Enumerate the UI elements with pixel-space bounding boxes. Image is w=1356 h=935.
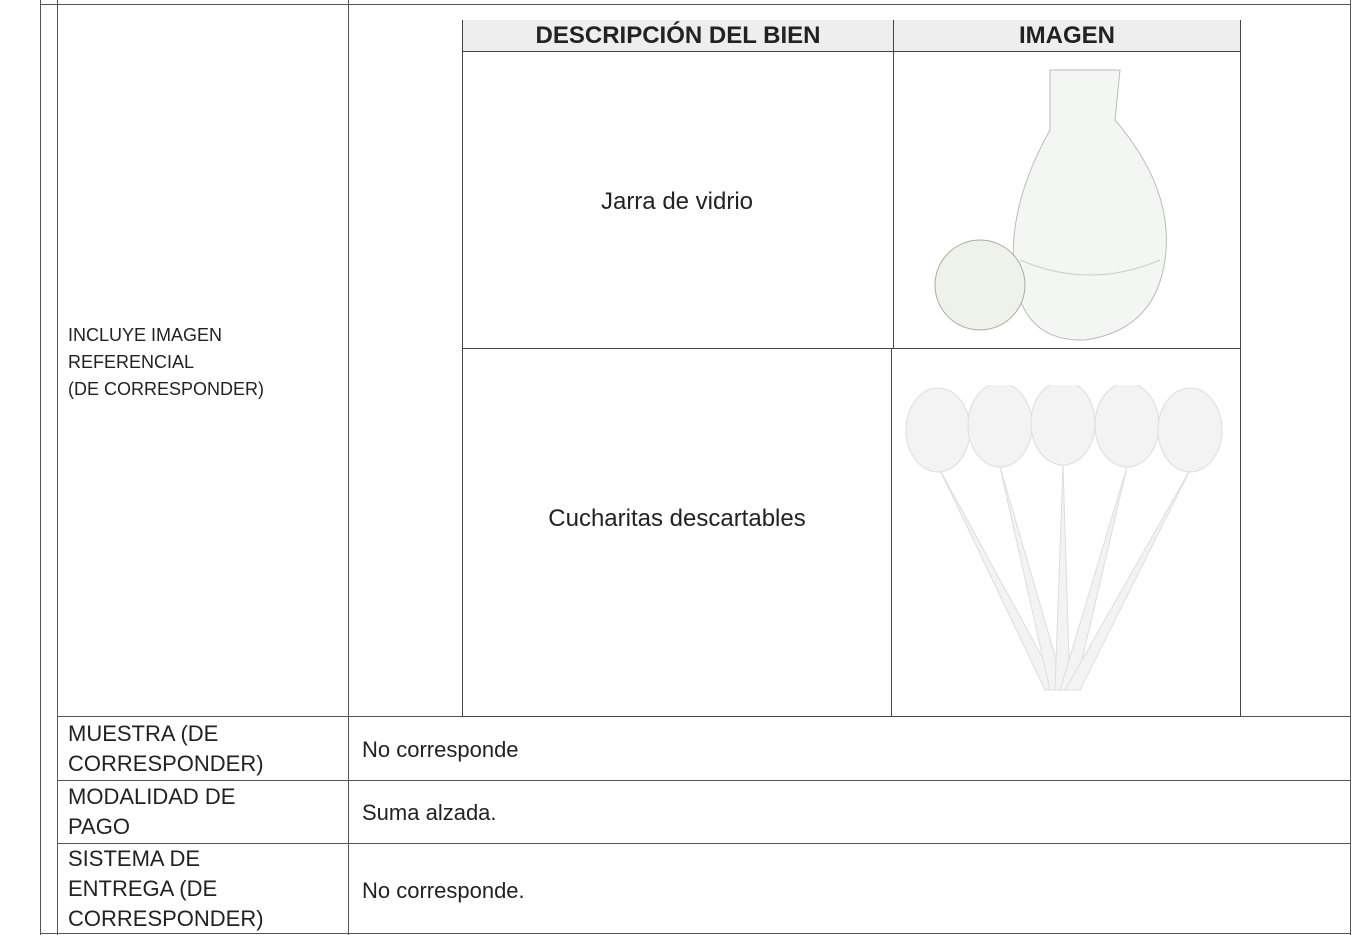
border xyxy=(462,348,1241,349)
border xyxy=(348,0,349,935)
border xyxy=(57,780,1351,781)
row-value: No corresponde. xyxy=(362,878,525,903)
item-description: Cucharitas descartables xyxy=(548,505,806,532)
border xyxy=(40,4,1351,5)
border xyxy=(40,933,1351,934)
row-label: SISTEMA DE ENTREGA (DE CORRESPONDER) xyxy=(68,846,264,931)
row-value: No corresponde xyxy=(362,737,519,762)
label-line: (DE CORRESPONDER) xyxy=(68,379,265,399)
row-label: INCLUYE IMAGEN REFERENCIAL (DE CORRESPON… xyxy=(68,322,264,403)
header-cell: DESCRIPCIÓN DEL BIEN xyxy=(463,20,894,52)
row-value: Suma alzada. xyxy=(362,800,497,825)
border xyxy=(893,52,894,348)
label-line: REFERENCIAL xyxy=(68,352,195,372)
border xyxy=(1350,0,1351,935)
row-label: MODALIDAD DE PAGO xyxy=(68,784,236,839)
item-description: Jarra de vidrio xyxy=(600,188,754,215)
border xyxy=(40,0,41,935)
border xyxy=(57,843,1351,844)
row-label: MUESTRA (DE CORRESPONDER) xyxy=(68,721,264,776)
spoons-image xyxy=(905,385,1223,691)
label-line: INCLUYE IMAGEN xyxy=(68,325,223,345)
border xyxy=(57,0,58,935)
jug-image xyxy=(934,69,1167,341)
header-cell: IMAGEN xyxy=(894,20,1240,52)
border xyxy=(891,348,892,716)
